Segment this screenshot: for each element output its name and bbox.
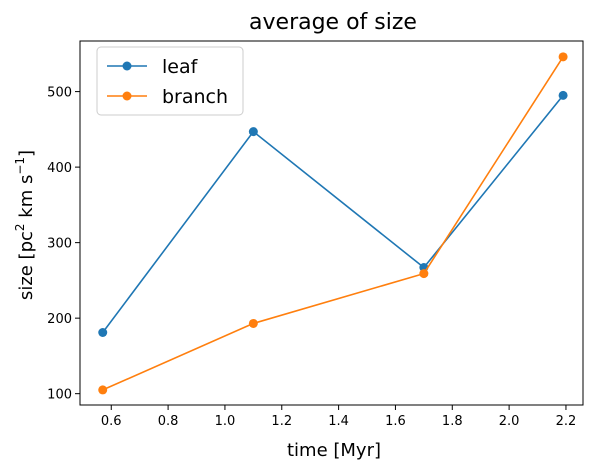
data-point-branch xyxy=(98,385,108,395)
y-axis: 100 200 300 400 500 xyxy=(47,86,80,403)
x-tick-label: 1.2 xyxy=(271,414,292,429)
plot-area xyxy=(79,40,584,406)
series-line-branch xyxy=(102,56,564,391)
y-axis-label-sup2: −1 xyxy=(13,157,27,175)
plot-frame xyxy=(79,40,584,406)
legend-marker-branch xyxy=(122,91,132,101)
y-tick-label: 100 xyxy=(47,388,72,403)
y-axis-label-prefix: size [pc xyxy=(16,231,37,300)
y-tick-label: 200 xyxy=(47,312,72,327)
data-point-branch xyxy=(558,52,568,62)
x-tick-label: 2.0 xyxy=(499,414,520,429)
y-tick-label: 500 xyxy=(47,86,72,101)
y-axis-label-suffix: ] xyxy=(16,150,37,157)
y-axis-label-sup1: 2 xyxy=(13,223,27,231)
legend: leaf branch xyxy=(96,46,244,116)
chart-title: average of size xyxy=(249,10,417,35)
data-point-leaf xyxy=(98,328,108,338)
data-point-branch xyxy=(419,269,429,279)
data-point-leaf xyxy=(558,90,568,100)
x-axis-label: time [Myr] xyxy=(287,440,381,461)
y-axis-label: size [pc2 km s−1] xyxy=(13,150,37,300)
legend-box xyxy=(96,46,244,116)
x-axis: 0.6 0.8 1.0 1.2 1.4 1.6 1.8 2.0 2.2 xyxy=(101,405,576,429)
x-tick-label: 1.0 xyxy=(215,414,236,429)
data-point-branch xyxy=(248,318,258,328)
x-tick-label: 1.6 xyxy=(385,414,406,429)
series-line-leaf xyxy=(102,94,564,333)
data-point-leaf xyxy=(248,127,258,137)
y-axis-label-mid: km s xyxy=(16,175,37,224)
legend-label-branch: branch xyxy=(162,86,228,108)
legend-label-leaf: leaf xyxy=(162,56,199,78)
series-layer xyxy=(98,52,568,395)
x-tick-label: 1.4 xyxy=(328,414,349,429)
y-tick-label: 400 xyxy=(47,161,72,176)
x-tick-label: 0.8 xyxy=(158,414,179,429)
x-tick-label: 1.8 xyxy=(442,414,463,429)
x-tick-label: 2.2 xyxy=(556,414,577,429)
y-tick-label: 300 xyxy=(47,237,72,252)
x-tick-label: 0.6 xyxy=(101,414,122,429)
legend-marker-leaf xyxy=(122,61,132,71)
